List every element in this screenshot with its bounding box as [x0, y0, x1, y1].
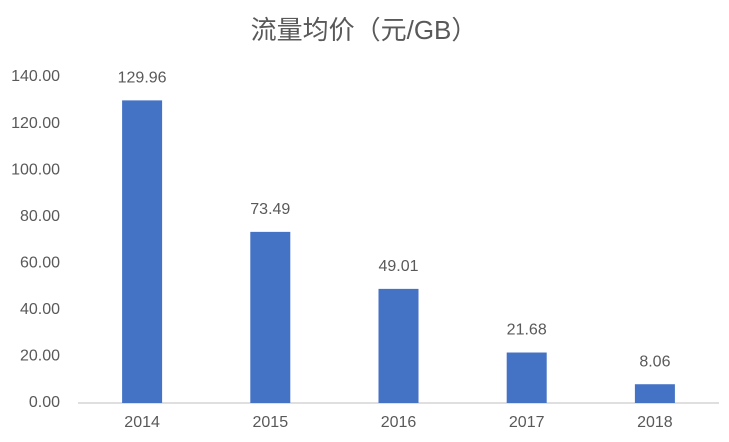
data-label: 129.96	[118, 70, 167, 87]
y-tick-label: 80.00	[20, 208, 60, 225]
y-tick-label: 100.00	[11, 161, 60, 178]
chart-title: 流量均价（元/GB）	[251, 15, 478, 45]
y-tick-label: 120.00	[11, 115, 60, 132]
data-label: 73.49	[250, 201, 290, 218]
data-label: 49.01	[378, 258, 418, 275]
bar	[250, 231, 291, 403]
x-tick-label: 2017	[509, 414, 545, 431]
y-tick-label: 60.00	[20, 255, 60, 272]
bar	[378, 288, 419, 403]
bar	[122, 100, 163, 404]
bar	[506, 352, 547, 403]
x-tick-label: 2016	[381, 414, 417, 431]
x-tick-label: 2015	[253, 414, 289, 431]
x-tick-label: 2014	[124, 414, 160, 431]
y-tick-label: 40.00	[20, 301, 60, 318]
y-tick-label: 20.00	[20, 348, 60, 365]
x-tick-label: 2018	[637, 414, 673, 431]
y-tick-label: 0.00	[29, 394, 60, 411]
data-label: 21.68	[507, 322, 547, 339]
y-tick-label: 140.00	[11, 68, 60, 85]
bar	[634, 384, 675, 403]
data-label: 8.06	[639, 353, 670, 370]
